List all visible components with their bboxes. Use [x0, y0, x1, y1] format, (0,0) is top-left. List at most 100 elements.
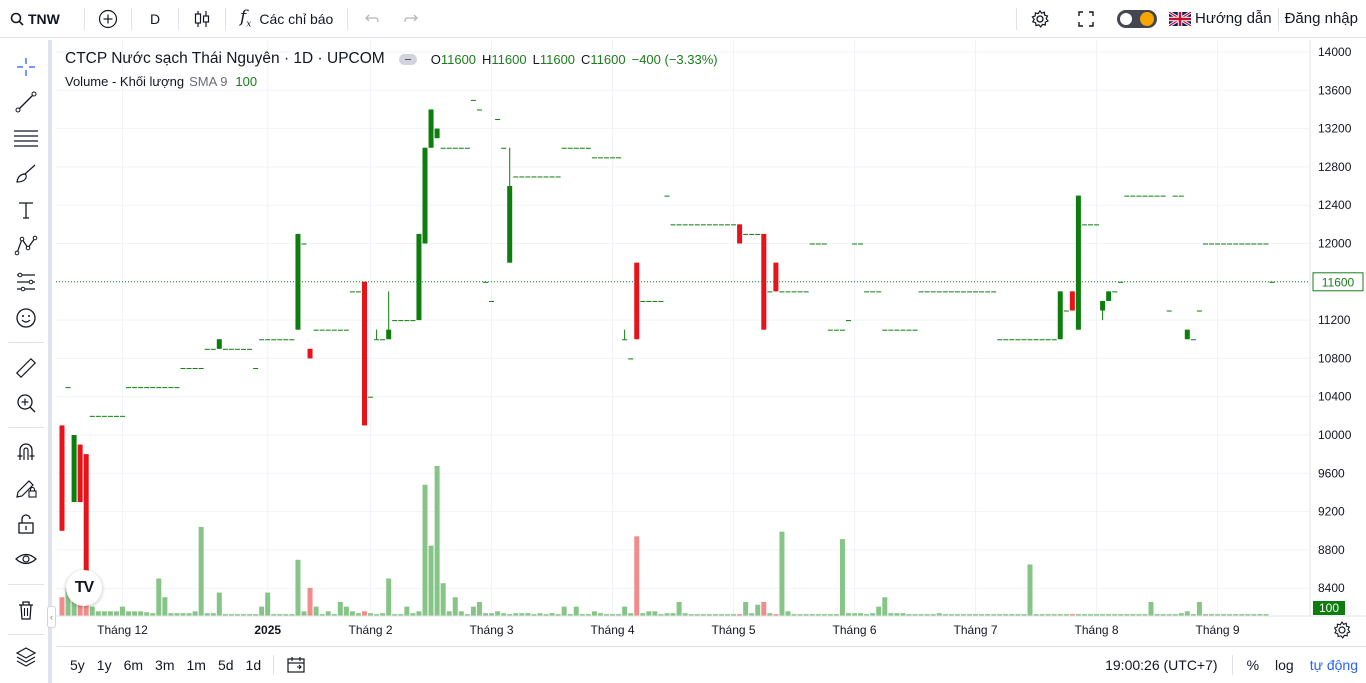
volume-bar: [967, 614, 972, 616]
time-axis[interactable]: [56, 616, 1366, 642]
candle-body: [95, 415, 101, 417]
candle: [440, 147, 446, 149]
range-1d-button[interactable]: 1d: [245, 657, 262, 673]
tradingview-logo[interactable]: TV: [66, 570, 102, 606]
volume-bar: [979, 614, 985, 616]
candle: [422, 147, 428, 244]
volume-bar: [337, 601, 343, 616]
magnet-tool[interactable]: [10, 437, 42, 467]
candle-body: [803, 291, 809, 293]
volume-bar: [821, 614, 827, 616]
chart-pane[interactable]: 14000 13600 13200 12800 12400 12000 11600 11200…: [56, 40, 1366, 642]
auto-scale-button[interactable]: tự động: [1309, 657, 1358, 673]
candle: [107, 415, 113, 417]
volume-bar: [404, 606, 410, 616]
candle: [168, 387, 174, 389]
candle: [1172, 195, 1178, 197]
trend-line-tool[interactable]: [10, 87, 42, 117]
range-3m-button[interactable]: 3m: [155, 657, 175, 673]
volume-bar: [634, 536, 640, 616]
theme-toggle[interactable]: [1117, 9, 1157, 28]
log-scale-button[interactable]: log: [1275, 657, 1294, 673]
candle: [253, 367, 259, 369]
volume-bar: [410, 613, 416, 616]
login-button[interactable]: Đăng nhập: [1279, 0, 1366, 38]
x-tick-label: 2025: [254, 623, 281, 637]
divider: [8, 634, 44, 635]
candle: [410, 320, 416, 322]
range-6m-button[interactable]: 6m: [123, 657, 144, 673]
pattern-tool[interactable]: [10, 231, 42, 261]
symbol-title[interactable]: CTCP Nước sạch Thái Nguyên · 1D · UPCOM: [65, 50, 385, 67]
candle-body: [1124, 195, 1130, 197]
volume-bar: [1118, 614, 1124, 616]
drawing-toolbar: [0, 40, 52, 683]
candle-body: [416, 233, 422, 321]
clock-timezone[interactable]: 19:00:26 (UTC+7): [1105, 657, 1218, 673]
object-tree-tool[interactable]: [10, 642, 42, 672]
candle: [1106, 291, 1112, 301]
candle-body: [65, 387, 71, 389]
volume-bar: [664, 613, 670, 616]
help-link[interactable]: Hướng dẫn: [1165, 0, 1278, 38]
range-5d-button[interactable]: 5d: [217, 657, 234, 673]
candle: [234, 348, 240, 350]
toggle-knob: [1120, 12, 1132, 25]
volume-bar: [355, 613, 361, 616]
settings-button[interactable]: [1017, 0, 1063, 38]
candle: [470, 99, 476, 101]
candle-body: [507, 186, 513, 263]
emoji-tool[interactable]: [10, 303, 42, 333]
candle-body: [579, 147, 585, 149]
volume-indicator-name[interactable]: Volume - Khối lượng: [65, 73, 185, 89]
volume-bar: [507, 614, 513, 616]
candle-body: [616, 157, 622, 159]
range-1y-button[interactable]: 1y: [96, 657, 112, 673]
scale-settings-icon[interactable]: [1332, 620, 1352, 640]
candle-body: [289, 339, 295, 341]
candle-body: [640, 300, 646, 302]
range-5y-button[interactable]: 5y: [70, 657, 85, 673]
delete-tool[interactable]: [10, 595, 42, 625]
brush-tool[interactable]: [10, 159, 42, 189]
chart-legend: CTCP Nước sạch Thái Nguyên · 1D · UPCOM …: [65, 48, 718, 92]
prediction-tool[interactable]: [10, 267, 42, 297]
volume-bar: [362, 611, 367, 616]
indicators-button[interactable]: fx Các chỉ báo: [226, 0, 347, 38]
candle: [967, 291, 972, 293]
candle-body: [313, 329, 319, 331]
visibility-tool[interactable]: [10, 544, 42, 574]
horizontal-lines-tool[interactable]: [10, 123, 42, 153]
candle: [1184, 329, 1190, 340]
lock-drawing-tool[interactable]: [10, 473, 42, 503]
price-chart[interactable]: 14000 13600 13200 12800 12400 12000 11600 11200…: [56, 40, 1366, 642]
volume-bar: [591, 611, 597, 616]
collapse-toolbar-handle[interactable]: ‹: [47, 606, 56, 628]
fullscreen-button[interactable]: [1063, 0, 1109, 38]
candle: [712, 224, 718, 226]
candle-body: [1227, 243, 1233, 245]
interval-button[interactable]: D: [132, 0, 178, 38]
measure-tool[interactable]: [10, 353, 42, 383]
zoom-tool[interactable]: [10, 388, 42, 418]
volume-bar: [501, 613, 507, 616]
undo-button[interactable]: [348, 0, 394, 38]
volume-bar: [289, 614, 295, 616]
lock-all-tool[interactable]: [10, 509, 42, 539]
candle: [616, 157, 622, 159]
percent-scale-button[interactable]: %: [1246, 657, 1260, 673]
crosshair-tool[interactable]: [10, 52, 42, 82]
symbol-label: TNW: [28, 10, 60, 27]
text-tool[interactable]: [10, 195, 42, 225]
volume-bar: [1069, 614, 1075, 616]
compare-button[interactable]: [85, 0, 131, 38]
chart-type-button[interactable]: [179, 0, 225, 38]
candle: [839, 329, 845, 331]
symbol-search[interactable]: TNW: [0, 0, 84, 38]
price-axis[interactable]: [1310, 40, 1366, 642]
candle-body: [464, 147, 470, 149]
range-1m-button[interactable]: 1m: [186, 657, 206, 673]
redo-button[interactable]: [394, 0, 430, 38]
goto-date-button[interactable]: [280, 656, 312, 674]
candle: [259, 339, 265, 341]
